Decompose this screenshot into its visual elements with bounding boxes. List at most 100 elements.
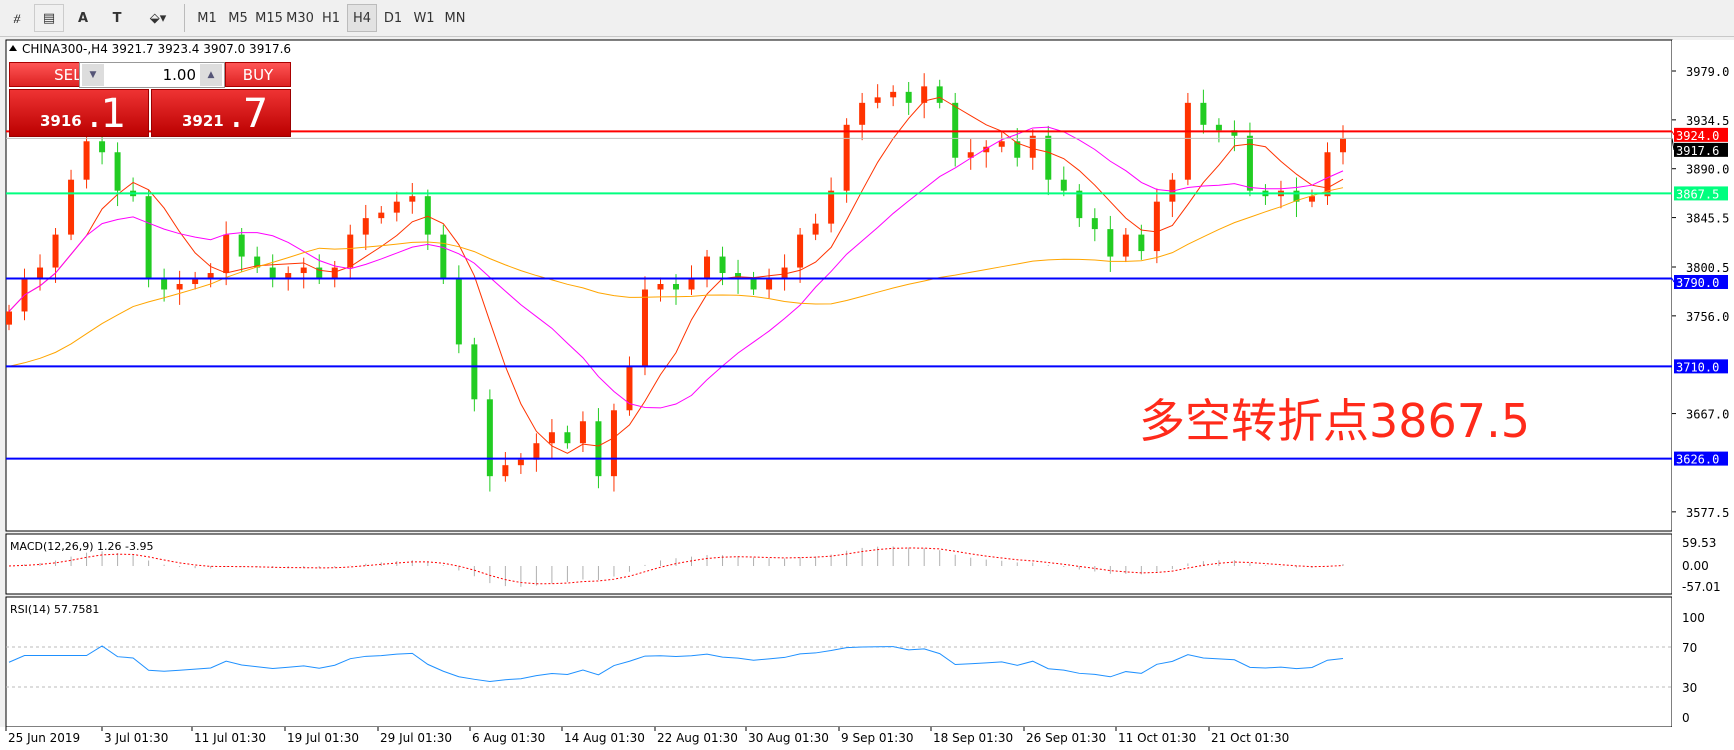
fibonacci-icon[interactable]: ▤ [34,4,64,32]
candle-body [1107,229,1114,257]
divider [184,4,185,32]
time-axis[interactable] [0,727,1734,750]
price-label: 3710.0 [1676,360,1719,374]
date-tick-label: 14 Aug 01:30 [564,731,645,745]
text-icon[interactable]: A [77,10,89,26]
lot-increase-button[interactable]: ▲ [200,64,222,86]
date-tick-label: 21 Oct 01:30 [1211,731,1289,745]
candle-body [285,273,292,279]
candle-body [1029,135,1036,158]
candle-body [1246,135,1253,191]
timeframe-m15[interactable]: M15 [255,10,283,26]
lot-size-value[interactable]: 1.00 [162,66,196,84]
candle-body [812,223,819,235]
timeframe-h4[interactable]: H4 [347,4,377,32]
candle-body [641,289,648,367]
candle-body [673,284,679,290]
candle-body [1308,196,1315,202]
date-tick-label: 18 Sep 01:30 [933,731,1013,745]
candle-body [1231,130,1238,136]
candle-body [1200,102,1207,125]
candle-body [905,91,912,103]
rsi-panel[interactable] [5,596,1673,728]
moving-average-line [8,126,1344,409]
candle-body [6,311,12,325]
candle-body [688,278,695,290]
chart-window[interactable]: CHINA300-,H4 3921.7 3923.4 3907.0 3917.6… [0,36,1734,750]
candle-body [1293,190,1300,202]
price-label: 3867.5 [1676,187,1719,201]
candle-body [735,273,742,279]
macd-tick-label: 0.00 [1682,559,1709,573]
timeframe-m30[interactable]: M30 [286,10,314,26]
candle-body [1091,218,1098,230]
candle-body [797,234,804,268]
candle-body [1045,135,1052,180]
candle-body [502,465,509,477]
annotation-text[interactable]: 多空转折点3867.5 [1139,394,1530,448]
timeframe-w1[interactable]: W1 [413,10,435,26]
candle-body [704,256,711,279]
candle-body [890,91,897,98]
candle-body [1340,138,1346,153]
candle-body [967,152,974,158]
price-label: 3917.6 [1676,144,1719,158]
candle-body [409,196,416,202]
date-tick-label: 6 Aug 01:30 [472,731,545,745]
candle-body [254,256,261,268]
candle-body [52,234,59,268]
macd-panel[interactable] [5,533,1673,595]
rsi-tick-label: 100 [1682,611,1705,625]
timeframe-mn[interactable]: MN [444,10,466,26]
price-tick-label: 3667.0 [1686,408,1729,422]
price-tick-label: 3890.0 [1686,163,1729,177]
candle-body [533,443,540,460]
date-tick-label: 9 Sep 01:30 [841,731,913,745]
candle-body [37,267,44,279]
moving-average-line [8,96,1344,454]
timeframe-m5[interactable]: M5 [228,10,248,26]
buy-button[interactable]: BUY [225,62,291,87]
ask-fraction: .7 [230,91,269,137]
candle-body [781,267,788,279]
buy-price-button[interactable]: 3921 .7 [151,89,291,137]
price-label-connector [1671,278,1675,283]
candle-body [766,278,773,290]
date-tick-label: 25 Jun 2019 [8,731,80,745]
candle-body [1138,234,1145,252]
rsi-line [8,645,1344,683]
candle-body [1122,234,1129,257]
bid-main: 3916 [40,112,82,130]
price-tick-label: 3756.0 [1686,310,1729,324]
candle-body [145,196,152,279]
lot-size-input[interactable]: ▼ 1.00 ▲ [79,62,225,88]
price-label-bg [1674,274,1728,289]
sell-price-button[interactable]: 3916 .1 [9,89,149,137]
macd-tick-label: -57.01 [1682,580,1721,594]
candle-body [828,190,835,224]
price-label-connector [1671,131,1675,136]
candle-body [207,273,214,279]
candle-body [269,267,276,279]
candle-body [952,102,959,158]
ask-main: 3921 [182,112,224,130]
timeframe-d1[interactable]: D1 [383,10,403,26]
text-label-icon[interactable]: T [112,10,122,26]
candle-body [68,179,75,235]
arrows-icon[interactable]: ⬙▾ [149,10,167,26]
candle-body [424,196,431,235]
macd-signal-line [8,547,1344,585]
price-tick-label: 3979.0 [1686,65,1729,79]
macd-label: MACD(12,26,9) 1.26 -3.95 [10,540,154,553]
moving-average-line [8,187,1344,367]
candle-body [378,212,385,219]
period-separator-icon[interactable]: ⧣ [13,10,21,26]
timeframe-h1[interactable]: H1 [321,10,341,26]
candle-body [595,421,602,477]
lot-decrease-button[interactable]: ▼ [82,64,104,86]
price-label: 3790.0 [1676,276,1719,290]
collapse-triangle-icon[interactable] [9,45,17,51]
price-tick-label: 3800.5 [1686,261,1729,275]
timeframe-m1[interactable]: M1 [197,10,217,26]
candle-body [347,234,354,268]
